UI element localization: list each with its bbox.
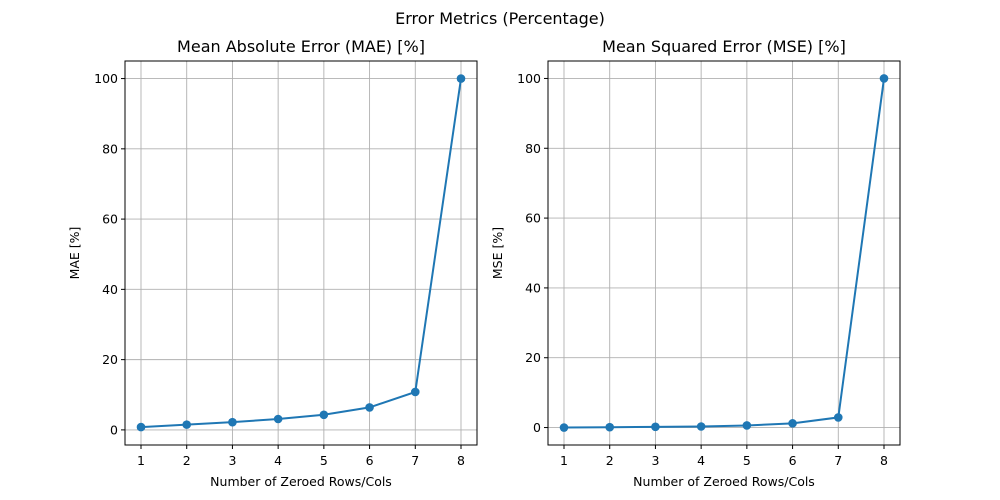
mse-data-point	[651, 422, 660, 432]
figure-suptitle: Error Metrics (Percentage)	[395, 9, 605, 28]
mse-x-tick-label: 3	[651, 453, 659, 468]
mae-y-tick-label: 20	[102, 352, 118, 367]
mse-data-point	[833, 413, 843, 422]
mse-x-tick-label: 8	[880, 453, 888, 468]
mae-data-point	[456, 74, 466, 83]
mae-x-tick-label: 5	[320, 453, 328, 468]
mae-y-tick-label: 100	[94, 71, 118, 86]
mse-data-point	[788, 419, 797, 428]
mse-x-tick-label: 1	[560, 453, 568, 468]
mae-y-tick-label: 80	[102, 141, 118, 156]
mae-data-point	[319, 410, 329, 420]
mse-y-tick-label: 80	[525, 141, 541, 156]
mae-x-tick-label: 6	[366, 453, 374, 468]
mse-x-tick-label: 6	[789, 453, 797, 468]
mae-x-tick-label: 2	[183, 453, 191, 468]
mse-x-tick-label: 4	[697, 453, 705, 468]
mse-data-point	[879, 74, 889, 83]
mse-chart-title: Mean Squared Error (MSE) [%]	[602, 37, 846, 56]
mse-x-tick-label: 5	[743, 453, 751, 468]
mae-y-axis-label: MAE [%]	[67, 227, 82, 280]
mse-y-tick-label: 100	[517, 71, 541, 86]
mse-y-axis-label: MSE [%]	[490, 227, 505, 279]
mae-y-tick-label: 40	[102, 282, 118, 297]
mae-x-tick-label: 3	[228, 453, 236, 468]
mse-data-point	[559, 423, 569, 432]
mae-x-tick-label: 4	[274, 453, 282, 468]
mae-x-tick-label: 1	[137, 453, 145, 468]
mae-y-tick-label: 60	[102, 212, 118, 227]
mse-x-tick-label: 2	[606, 453, 614, 468]
mae-chart-panel: Mean Absolute Error (MAE) [%] Number of …	[67, 37, 478, 489]
mse-data-point	[605, 422, 615, 432]
mse-y-tick-label: 0	[533, 420, 541, 435]
mse-y-tick-label: 20	[525, 350, 541, 365]
mse-x-axis-label: Number of Zeroed Rows/Cols	[633, 474, 815, 489]
mae-data-point	[273, 414, 283, 424]
mse-y-tick-label: 60	[525, 211, 541, 226]
mae-data-point	[136, 422, 146, 432]
mae-y-tick-label: 0	[110, 422, 118, 437]
mse-chart-panel: Mean Squared Error (MSE) [%] Number of Z…	[490, 37, 901, 489]
mae-data-point	[182, 420, 192, 429]
mse-axes-frame	[547, 60, 901, 446]
mae-chart-title: Mean Absolute Error (MAE) [%]	[177, 37, 425, 56]
mae-data-point	[228, 417, 237, 427]
mse-series-line	[563, 78, 885, 429]
mae-series-line	[140, 78, 462, 429]
mse-data-point	[696, 422, 706, 431]
mae-x-axis-label: Number of Zeroed Rows/Cols	[210, 474, 392, 489]
mae-x-tick-label: 8	[457, 453, 465, 468]
mae-x-tick-label: 7	[411, 453, 419, 468]
mse-x-tick-label: 7	[834, 453, 842, 468]
mse-y-tick-label: 40	[525, 280, 541, 295]
mse-data-point	[742, 421, 752, 430]
mae-data-point	[365, 403, 374, 412]
mae-axes-frame	[124, 60, 478, 446]
mae-data-point	[410, 387, 420, 397]
